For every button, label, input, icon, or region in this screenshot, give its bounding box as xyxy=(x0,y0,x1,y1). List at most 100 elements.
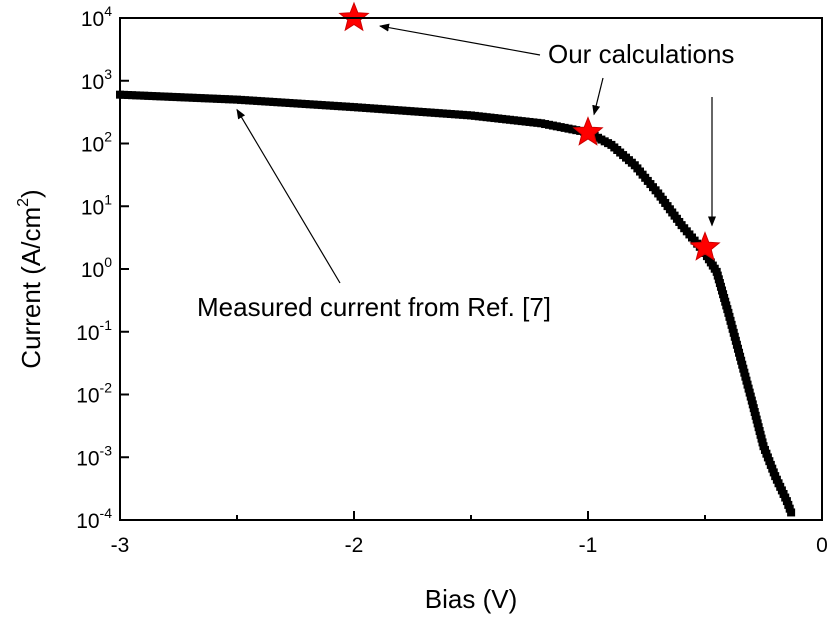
measured-point xyxy=(402,106,411,115)
measured-point xyxy=(168,92,177,101)
measured-point xyxy=(265,97,274,106)
measured-point xyxy=(285,98,294,107)
measured-point xyxy=(321,101,330,110)
calculation-star xyxy=(572,116,604,146)
measured-point xyxy=(281,98,290,107)
measured-point xyxy=(237,95,246,104)
y-tick-label: 10-1 xyxy=(76,317,112,345)
x-axis-title: Bias (V) xyxy=(425,584,517,614)
measured-point xyxy=(257,97,266,106)
measured-point xyxy=(128,91,137,100)
measured-point xyxy=(261,97,270,106)
measured-point xyxy=(398,106,407,115)
measured-point xyxy=(362,103,371,112)
measured-point xyxy=(196,94,205,103)
measured-point xyxy=(184,93,193,102)
measured-point xyxy=(192,93,201,102)
measured-point xyxy=(410,107,419,116)
measured-point xyxy=(132,91,141,100)
y-axis-title-main: Current (A/cm xyxy=(16,207,46,369)
measured-point xyxy=(438,109,447,118)
measured-point xyxy=(446,110,455,119)
calculation-star xyxy=(338,1,370,32)
measured-point xyxy=(148,92,157,101)
measured-point xyxy=(273,98,282,107)
x-tick-label: 0 xyxy=(816,534,828,557)
y-tick-label: 100 xyxy=(81,254,112,282)
measured-point xyxy=(204,94,213,103)
measured-point xyxy=(454,110,463,119)
x-tick-label: -1 xyxy=(579,534,598,557)
measured-point xyxy=(124,91,133,100)
y-tick-label: 102 xyxy=(81,129,112,157)
measured-point xyxy=(341,102,350,111)
measured-point xyxy=(144,91,153,100)
y-tick-label: 10-2 xyxy=(76,380,112,408)
measured-point xyxy=(329,101,338,110)
measured-point xyxy=(450,110,459,119)
data-layer xyxy=(116,1,796,517)
measured-point xyxy=(289,99,298,108)
measured-point xyxy=(422,108,431,117)
y-axis-title-tail: ) xyxy=(16,189,46,198)
measured-point xyxy=(462,111,471,120)
annotation-layer: Our calculations Measured current from R… xyxy=(197,23,734,322)
measured-point xyxy=(325,101,334,110)
x-tick-label: -3 xyxy=(111,534,130,557)
measured-point xyxy=(370,104,379,113)
y-axis-title: Current (A/cm2) xyxy=(15,189,46,368)
measured-point xyxy=(233,95,241,104)
measured-point xyxy=(140,91,149,100)
measured-point xyxy=(458,110,467,119)
measured-point xyxy=(418,107,427,116)
measured-point xyxy=(390,105,399,114)
measured-point xyxy=(293,99,302,108)
measured-point xyxy=(241,96,250,105)
measured-point xyxy=(382,105,391,114)
measured-point xyxy=(156,92,165,101)
measured-point xyxy=(172,93,181,102)
measured-point xyxy=(378,105,387,114)
y-tick-label: 104 xyxy=(81,3,112,31)
measured-point xyxy=(188,93,197,102)
measured-point xyxy=(224,95,233,104)
measured-point xyxy=(216,94,225,103)
measured-point xyxy=(305,100,314,109)
measured-point xyxy=(350,103,358,112)
ticks-layer: -3 -2 -1 0 10-4 10-3 10-2 10-1 100 101 102 103 104 xyxy=(76,3,828,557)
measured-point xyxy=(337,102,346,111)
measured-point xyxy=(317,101,326,110)
annotation-arrow xyxy=(592,77,604,116)
measured-point xyxy=(212,94,221,103)
measured-point xyxy=(208,94,217,103)
y-tick-label: 101 xyxy=(81,191,112,219)
measured-point xyxy=(176,93,185,102)
measured-point xyxy=(430,108,439,117)
y-tick-label: 10-4 xyxy=(76,505,112,533)
measured-point xyxy=(228,95,237,104)
measured-point xyxy=(406,107,415,116)
measured-point xyxy=(301,100,310,109)
x-tick-label: -2 xyxy=(345,534,364,557)
measured-point xyxy=(366,104,375,113)
measured-point xyxy=(374,104,383,113)
measured-point xyxy=(345,102,354,111)
measured-point xyxy=(297,99,306,108)
measured-point xyxy=(220,95,229,104)
measured-point xyxy=(333,102,342,111)
measured-point xyxy=(442,109,451,118)
y-tick-label: 10-3 xyxy=(76,442,112,470)
measured-point xyxy=(434,109,443,118)
y-tick-label: 103 xyxy=(81,66,112,94)
annotation-measured-current: Measured current from Ref. [7] xyxy=(197,292,551,322)
measured-point xyxy=(277,98,286,107)
measured-point xyxy=(180,93,189,102)
y-axis-title-sup: 2 xyxy=(15,198,32,207)
measured-point xyxy=(200,94,209,103)
measured-point xyxy=(414,107,423,116)
measured-point xyxy=(152,92,161,101)
measured-point xyxy=(136,91,145,100)
annotation-arrow xyxy=(236,108,341,284)
measured-point xyxy=(309,100,318,109)
